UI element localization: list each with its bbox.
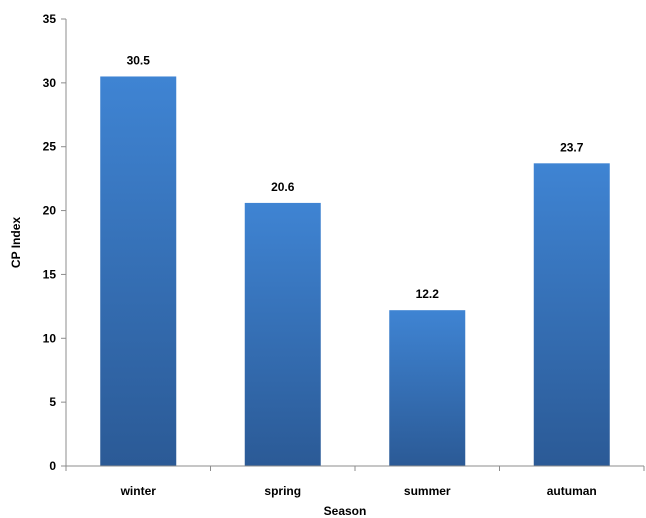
x-axis-title: Season <box>324 504 367 518</box>
y-tick-label: 25 <box>43 140 57 154</box>
y-tick-label: 20 <box>43 204 57 218</box>
y-tick-label: 30 <box>43 76 57 90</box>
bar-spring <box>244 202 321 466</box>
data-label-autuman: 23.7 <box>560 140 584 154</box>
data-labels: 30.5 20.6 12.2 23.7 <box>127 53 584 301</box>
x-category-label: autuman <box>547 484 597 498</box>
x-category-label: winter <box>120 484 157 498</box>
bar-winter <box>100 76 177 466</box>
y-axis-title: CP Index <box>9 217 23 268</box>
data-label-spring: 20.6 <box>271 180 295 194</box>
y-tick-label: 15 <box>43 267 57 281</box>
data-label-winter: 30.5 <box>127 53 151 67</box>
bar-summer <box>389 310 466 466</box>
x-axis-category-labels: winter spring summer autuman <box>65 466 645 498</box>
y-tick-label: 35 <box>43 12 57 26</box>
y-axis-ticks: 0 5 10 15 20 25 30 35 <box>43 12 66 473</box>
y-tick-label: 0 <box>49 459 56 473</box>
bar-autuman <box>533 163 610 466</box>
y-tick-label: 10 <box>43 331 57 345</box>
x-category-label: summer <box>404 484 451 498</box>
y-tick-label: 5 <box>49 395 56 409</box>
data-label-summer: 12.2 <box>416 287 440 301</box>
bars <box>100 76 610 466</box>
x-category-label: spring <box>264 484 301 498</box>
